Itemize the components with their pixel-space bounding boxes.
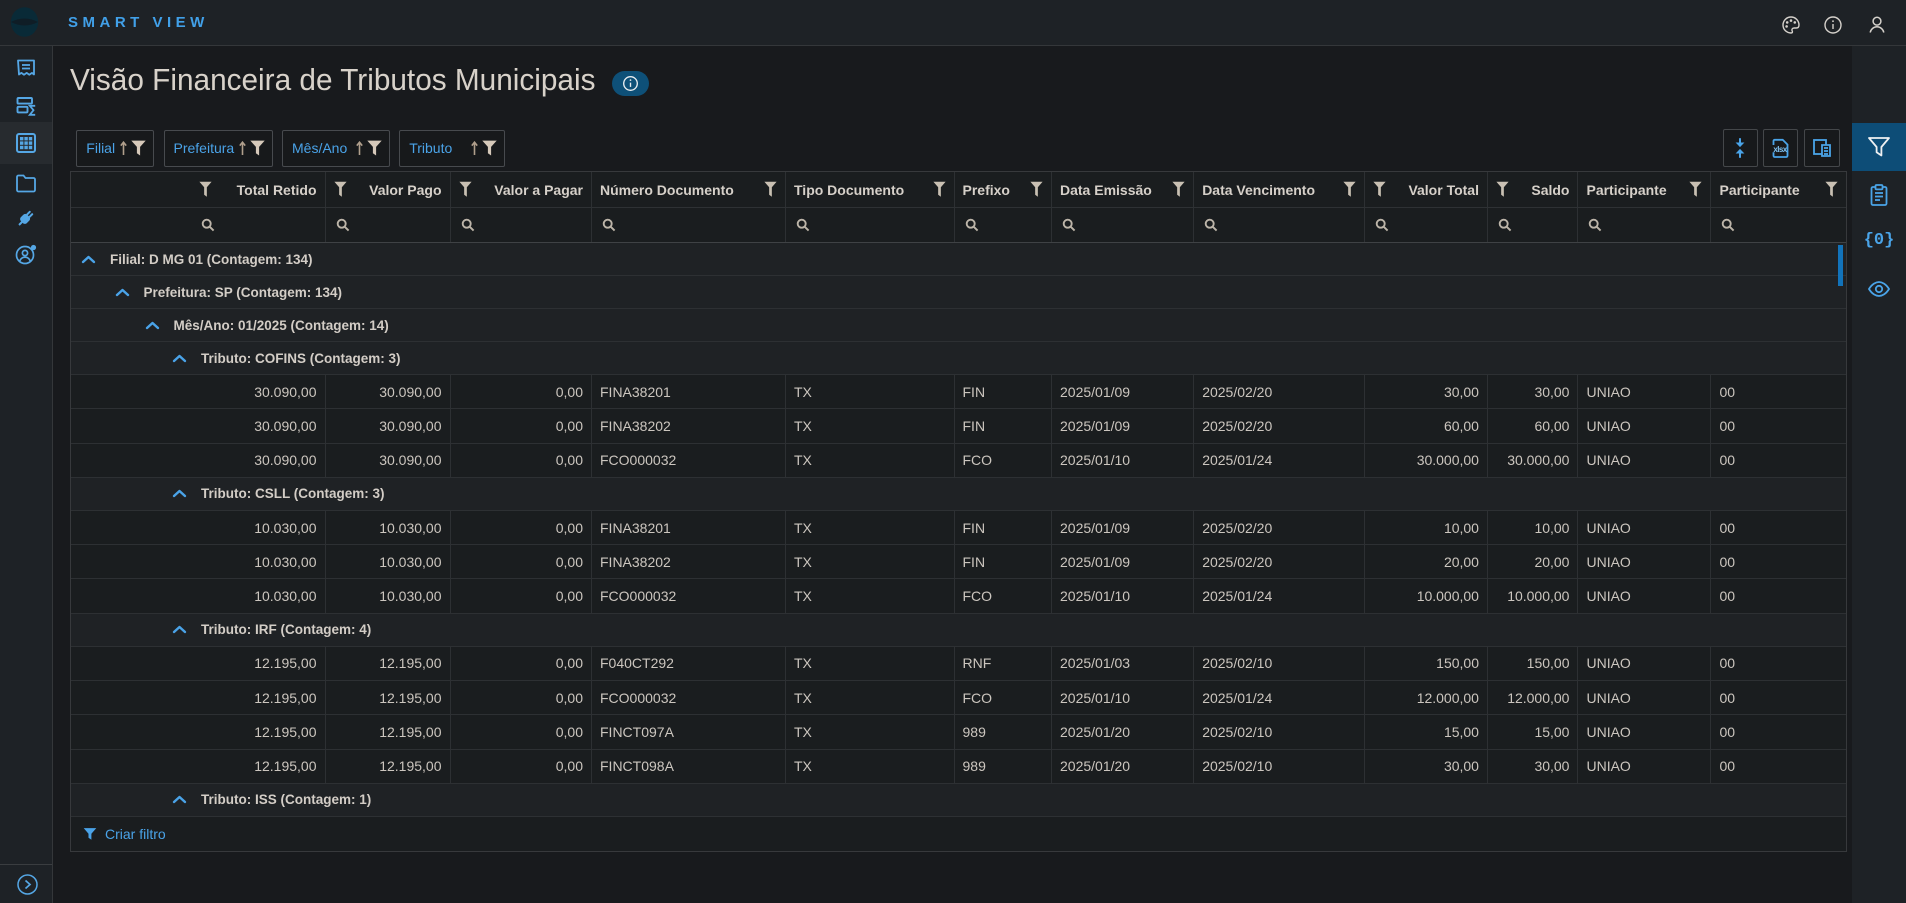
svg-text:xlsx: xlsx [1774, 144, 1788, 153]
